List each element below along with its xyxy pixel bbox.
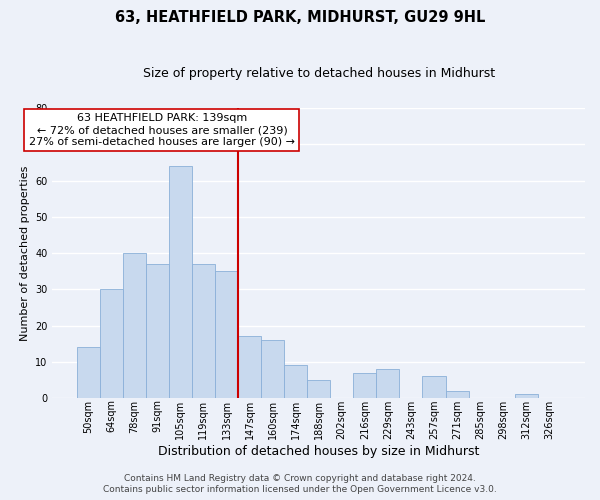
Bar: [215, 271, 238, 398]
Bar: [261, 340, 284, 398]
Bar: [146, 264, 169, 398]
Bar: [192, 264, 215, 398]
Bar: [422, 376, 446, 398]
Bar: [77, 348, 100, 398]
Bar: [376, 369, 400, 398]
Bar: [307, 380, 330, 398]
Bar: [169, 166, 192, 398]
Title: Size of property relative to detached houses in Midhurst: Size of property relative to detached ho…: [143, 68, 495, 80]
Text: 63, HEATHFIELD PARK, MIDHURST, GU29 9HL: 63, HEATHFIELD PARK, MIDHURST, GU29 9HL: [115, 10, 485, 25]
Text: 63 HEATHFIELD PARK: 139sqm
← 72% of detached houses are smaller (239)
27% of sem: 63 HEATHFIELD PARK: 139sqm ← 72% of deta…: [29, 114, 295, 146]
Bar: [100, 290, 123, 398]
Text: Contains HM Land Registry data © Crown copyright and database right 2024.
Contai: Contains HM Land Registry data © Crown c…: [103, 474, 497, 494]
Bar: [238, 336, 261, 398]
Bar: [446, 391, 469, 398]
Bar: [353, 372, 376, 398]
Bar: [284, 366, 307, 398]
Bar: [123, 253, 146, 398]
Y-axis label: Number of detached properties: Number of detached properties: [20, 166, 29, 340]
Bar: [515, 394, 538, 398]
X-axis label: Distribution of detached houses by size in Midhurst: Distribution of detached houses by size …: [158, 444, 479, 458]
